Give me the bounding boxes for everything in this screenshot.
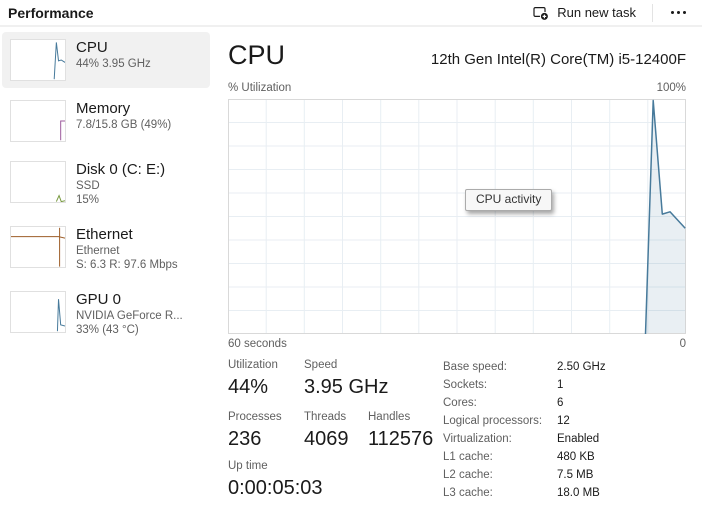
sidebar-item-gpu0[interactable]: GPU 0 NVIDIA GeForce R... 33% (43 °C) — [2, 284, 210, 344]
sidebar-item-title: Disk 0 (C: E:) — [76, 161, 166, 178]
more-options-button[interactable] — [663, 7, 694, 18]
spec-label: L2 cache: — [443, 469, 493, 481]
sidebar-item-detail: 44% 3.95 GHz — [76, 58, 151, 70]
sidebar-item-text: Ethernet Ethernet S: 6.3 R: 97.6 Mbps — [76, 226, 178, 272]
spec-row: Virtualization: Enabled — [443, 430, 606, 448]
sidebar-item-detail: 7.8/15.8 GB (49%) — [76, 119, 172, 131]
spec-label: Sockets: — [443, 379, 488, 391]
toolbar-divider — [652, 3, 653, 22]
sidebar-item-ethernet[interactable]: Ethernet Ethernet S: 6.3 R: 97.6 Mbps — [2, 219, 210, 279]
chart-top-axis: % Utilization 100% — [228, 82, 686, 94]
sidebar-item-text: Memory 7.8/15.8 GB (49%) — [76, 100, 171, 132]
tooltip-text: CPU activity — [476, 192, 542, 206]
run-new-task-button[interactable]: Run new task — [527, 2, 642, 24]
spec-row: Sockets: 1 — [443, 376, 606, 394]
gpu0-mini-chart — [10, 291, 66, 333]
stat-processes: Processes 236 — [228, 410, 282, 451]
sidebar-item-title: CPU — [76, 39, 108, 56]
stat-label: Up time — [228, 460, 268, 472]
sidebar-item-title: Ethernet — [76, 226, 133, 243]
spec-row: Base speed: 2.50 GHz — [443, 358, 606, 376]
cpu-activity-tooltip: CPU activity — [465, 189, 553, 211]
sidebar-item-title: GPU 0 — [76, 291, 122, 308]
stat-label: Speed — [304, 359, 338, 371]
cpu-utilization-chart[interactable]: CPU activity — [228, 99, 686, 334]
stat-label: Handles — [368, 411, 411, 423]
stat-speed: Speed 3.95 GHz — [304, 358, 388, 399]
page-title: Performance — [8, 4, 94, 21]
spec-label: Base speed: — [443, 361, 507, 373]
stat-label: Threads — [304, 411, 347, 423]
spec-label: L1 cache: — [443, 451, 493, 463]
cpu-spec-list: Base speed: 2.50 GHz Sockets: 1 Cores: 6 Logic… — [443, 358, 606, 502]
cpu-section-title: CPU — [228, 40, 286, 70]
sidebar-item-text: CPU 44% 3.95 GHz — [76, 39, 151, 71]
x-axis-left-label: 60 seconds — [228, 338, 287, 350]
stat-value: 0:00:05:03 — [228, 477, 323, 499]
stat-value: 44% — [228, 376, 269, 398]
sidebar-item-detail: Ethernet — [76, 245, 120, 257]
stat-value: 112576 — [368, 428, 434, 450]
spec-value: 7.5 MB — [557, 469, 594, 481]
performance-sidebar: CPU 44% 3.95 GHz Memory 7.8/15.8 GB (49%) Di… — [2, 32, 210, 344]
stat-label: Processes — [228, 411, 282, 423]
sidebar-item-detail: 33% (43 °C) — [76, 324, 139, 336]
disk0-mini-chart — [10, 161, 66, 203]
stat-threads: Threads 4069 — [304, 410, 349, 451]
sidebar-item-text: GPU 0 NVIDIA GeForce R... 33% (43 °C) — [76, 291, 183, 337]
spec-value: 480 KB — [557, 451, 595, 463]
sidebar-item-disk0[interactable]: Disk 0 (C: E:) SSD 15% — [2, 154, 210, 214]
toolbar-actions: Run new task — [527, 2, 694, 24]
spec-label: Virtualization: — [443, 433, 512, 445]
processor-name: 12th Gen Intel(R) Core(TM) i5-12400F — [430, 51, 686, 68]
sidebar-item-detail: 15% — [76, 194, 100, 206]
stat-utilization: Utilization 44% — [228, 358, 278, 399]
run-new-task-label: Run new task — [557, 5, 636, 20]
stat-uptime: Up time 0:00:05:03 — [228, 459, 323, 500]
memory-mini-chart — [10, 100, 66, 142]
spec-label: L3 cache: — [443, 487, 493, 499]
stat-value: 236 — [228, 428, 262, 450]
sidebar-item-detail: NVIDIA GeForce R... — [76, 310, 183, 322]
ellipsis-icon — [671, 11, 686, 14]
stat-handles: Handles 112576 — [368, 410, 433, 451]
stat-value: 4069 — [304, 428, 349, 450]
sidebar-item-detail: SSD — [76, 180, 100, 192]
spec-value: 1 — [557, 379, 564, 391]
sidebar-item-memory[interactable]: Memory 7.8/15.8 GB (49%) — [2, 93, 210, 149]
spec-row: Logical processors: 12 — [443, 412, 606, 430]
spec-value: 12 — [557, 415, 570, 427]
spec-value: Enabled — [557, 433, 600, 445]
cpu-utilization-plot — [228, 99, 686, 334]
stat-label: Utilization — [228, 359, 278, 371]
y-axis-label: % Utilization — [228, 82, 292, 94]
run-new-task-icon — [533, 5, 550, 21]
toolbar: Performance Run new task — [0, 0, 702, 27]
spec-row: L2 cache: 7.5 MB — [443, 466, 606, 484]
spec-row: Cores: 6 — [443, 394, 606, 412]
stat-value: 3.95 GHz — [304, 376, 389, 398]
sidebar-item-cpu[interactable]: CPU 44% 3.95 GHz — [2, 32, 210, 88]
cpu-mini-chart — [10, 39, 66, 81]
ethernet-mini-chart — [10, 226, 66, 268]
spec-value: 2.50 GHz — [557, 361, 606, 373]
spec-row: L3 cache: 18.0 MB — [443, 484, 606, 502]
spec-label: Cores: — [443, 397, 477, 409]
sidebar-item-title: Memory — [76, 100, 131, 117]
sidebar-item-detail: S: 6.3 R: 97.6 Mbps — [76, 259, 178, 271]
x-axis-right-label: 0 — [679, 338, 686, 350]
spec-value: 6 — [557, 397, 564, 409]
y-max-label: 100% — [656, 82, 686, 94]
sidebar-item-text: Disk 0 (C: E:) SSD 15% — [76, 161, 165, 207]
main-header: CPU 12th Gen Intel(R) Core(TM) i5-12400F — [228, 38, 686, 72]
spec-row: L1 cache: 480 KB — [443, 448, 606, 466]
spec-value: 18.0 MB — [557, 487, 600, 499]
chart-bottom-axis: 60 seconds 0 — [228, 338, 686, 350]
spec-label: Logical processors: — [443, 415, 543, 427]
